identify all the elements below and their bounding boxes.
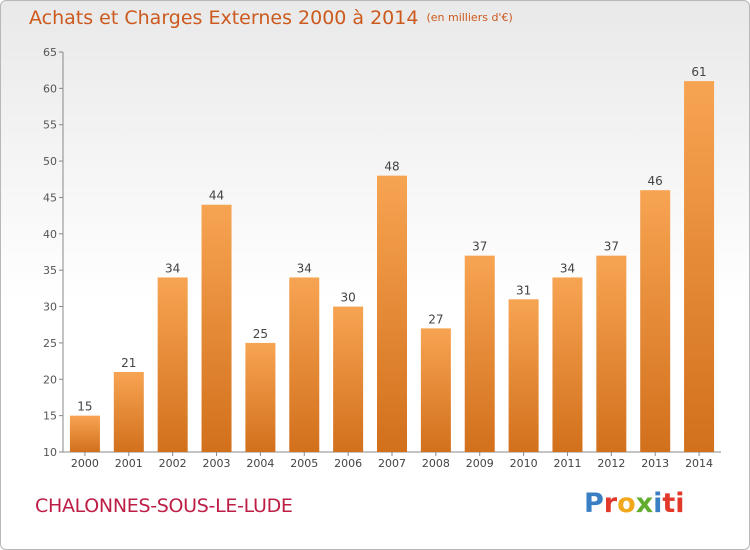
x-tick-label-2006: 2006	[334, 457, 362, 470]
commune-name: CHALONNES-SOUS-LE-LUDE	[35, 495, 293, 517]
bar-2007	[377, 175, 407, 453]
bar-2006	[333, 306, 364, 452]
bar-2002	[157, 277, 188, 452]
chart-title: Achats et Charges Externes 2000 à 2014 (e…	[29, 7, 513, 29]
bar-2010	[508, 299, 539, 452]
y-tick-label: 40	[43, 228, 57, 241]
value-label-2006: 30	[340, 291, 355, 305]
bar-2003	[201, 204, 232, 452]
value-label-2012: 37	[604, 240, 619, 254]
x-tick-label-2004: 2004	[246, 457, 274, 470]
bar-2000	[69, 415, 100, 452]
value-label-2001: 21	[121, 356, 136, 370]
x-tick-label-2003: 2003	[203, 457, 231, 470]
value-label-2002: 34	[165, 261, 180, 275]
x-tick-label-2011: 2011	[553, 457, 581, 470]
value-label-2004: 25	[253, 327, 268, 341]
x-tick-label-2012: 2012	[597, 457, 625, 470]
bar-2012	[596, 255, 627, 452]
y-tick-label: 25	[43, 337, 57, 350]
bar-2001	[113, 372, 144, 452]
chart-subtitle: (en milliers d'€)	[426, 11, 513, 24]
value-label-2007: 48	[384, 160, 399, 174]
y-tick-label: 55	[43, 119, 57, 132]
value-label-2003: 44	[209, 189, 224, 203]
bar-2013	[640, 190, 671, 452]
x-tick-label-2005: 2005	[290, 457, 318, 470]
bar-2014	[684, 81, 715, 452]
y-tick-label: 45	[43, 191, 57, 204]
value-label-2011: 34	[560, 261, 575, 275]
x-tick-label-2000: 2000	[71, 457, 99, 470]
bar-2009	[464, 255, 495, 452]
bar-2011	[552, 277, 583, 452]
y-tick-label: 65	[43, 46, 57, 59]
bar-2008	[420, 328, 451, 452]
x-tick-label-2013: 2013	[641, 457, 669, 470]
y-tick-label: 20	[43, 373, 57, 386]
value-label-2014: 61	[691, 65, 706, 79]
x-tick-label-2009: 2009	[466, 457, 494, 470]
x-tick-label-2007: 2007	[378, 457, 406, 470]
x-tick-label-2008: 2008	[422, 457, 450, 470]
y-tick-label: 50	[43, 155, 57, 168]
bar-2004	[245, 342, 276, 452]
title-text: Achats et Charges Externes 2000 à 2014	[29, 7, 419, 29]
y-tick-label: 60	[43, 82, 57, 95]
value-label-2009: 37	[472, 240, 487, 254]
value-label-2010: 31	[516, 283, 531, 297]
value-label-2005: 34	[297, 261, 312, 275]
value-label-2008: 27	[428, 312, 443, 326]
y-tick-label: 10	[43, 446, 57, 459]
x-tick-label-2002: 2002	[159, 457, 187, 470]
value-label-2000: 15	[77, 400, 92, 414]
value-label-2013: 46	[648, 174, 663, 188]
x-tick-label-2001: 2001	[115, 457, 143, 470]
y-tick-label: 15	[43, 410, 57, 423]
x-tick-label-2010: 2010	[510, 457, 538, 470]
bar-2005	[289, 277, 320, 452]
proxiti-logo: Proxiti	[584, 488, 685, 519]
x-tick-label-2014: 2014	[685, 457, 713, 470]
y-tick-label: 30	[43, 301, 57, 314]
y-tick-label: 35	[43, 264, 57, 277]
